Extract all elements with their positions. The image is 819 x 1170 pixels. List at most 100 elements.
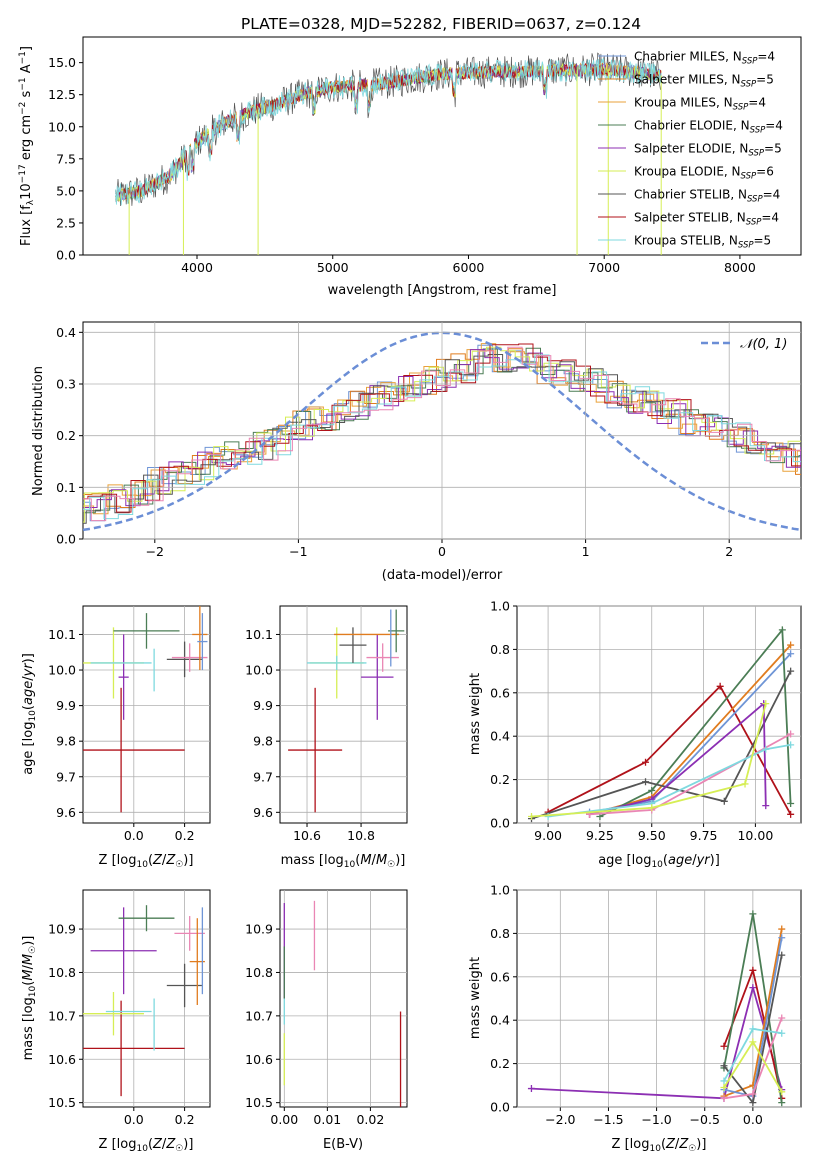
y-tick-label: 10.9 [48, 922, 76, 937]
age-vs-Z-ylabel: age [log10(age/yr)] [21, 653, 38, 775]
y-tick-label: 0.6 [490, 685, 510, 700]
legend-label: Salpeter STELIB, NSSP=4 [634, 211, 779, 228]
spectrum-line [115, 58, 662, 206]
y-tick-label: 0.4 [490, 1013, 510, 1028]
x-tick-label: −1.5 [593, 1112, 623, 1127]
weight-marker [720, 1042, 728, 1050]
y-tick-label: 5.0 [56, 183, 76, 198]
y-tick-label: 0.8 [490, 926, 510, 941]
y-tick-label: 9.9 [56, 698, 76, 713]
weight-line [547, 744, 791, 818]
weight-vs-Z-ylabel: mass weight [468, 957, 483, 1039]
x-tick-label: 0.0 [124, 828, 144, 843]
y-tick-label: 10.1 [245, 627, 273, 642]
weight-marker [778, 934, 786, 942]
residuals-ylabel: Normed distribution [31, 366, 46, 496]
age-vs-Z-panel: 0.0 0.2 9.6 9.7 9.8 9.9 10.0 10.1 Z [log10(Z/Z☉… [21, 605, 211, 870]
weight-line [547, 684, 792, 815]
x-tick-label: 10.00 [737, 828, 773, 843]
y-tick-label: 12.5 [48, 87, 76, 102]
weight-marker [642, 758, 650, 766]
weight-marker [749, 1099, 757, 1107]
y-tick-label: 10.6 [245, 1052, 273, 1067]
x-tick-label: 0 [438, 544, 446, 559]
x-tick-label: −2 [146, 544, 164, 559]
y-tick-label: 9.7 [253, 769, 273, 784]
weight-vs-age-ylabel: mass weight [468, 673, 483, 755]
age-vs-mass-xlabel: mass [log10(M/M☉)] [281, 853, 406, 870]
weight-vs-age-xlabel: age [log10(age/yr)] [598, 853, 720, 870]
y-tick-label: 0.2 [56, 428, 76, 443]
weight-marker [778, 1088, 786, 1096]
spectrum-panel: 4000 5000 6000 7000 8000 0.0 2.5 5.0 7.5 10.0 12.5… [18, 36, 802, 298]
legend-label: Salpeter ELODIE, NSSP=5 [634, 142, 782, 159]
weight-vs-Z-panel: −2.0 −1.5 −1.0 −0.5 0.0 0.0 0.2 0.4 0.6 0.8 1.0 Z … [468, 883, 802, 1154]
weight-line [531, 984, 783, 1100]
legend-label: Kroupa ELODIE, NSSP=6 [634, 165, 774, 182]
y-tick-label: 9.7 [56, 769, 76, 784]
weight-marker [749, 966, 757, 974]
y-tick-label: 10.0 [48, 663, 76, 678]
mass-vs-ebv-panel: 0.00 0.01 0.02 10.5 10.6 10.7 10.8 10.9 E(B-V) [245, 889, 408, 1152]
y-tick-label: 10.0 [245, 663, 273, 678]
y-tick-label: 0.0 [56, 532, 76, 547]
y-tick-label: 9.8 [56, 734, 76, 749]
residuals-axes: −2 −1 0 1 2 0.0 0.1 0.2 0.3 0.4 [56, 322, 801, 559]
weight-marker [648, 804, 656, 812]
x-tick-label: −0.5 [690, 1112, 720, 1127]
weight-marker [787, 667, 795, 675]
x-tick-label: 9.25 [586, 828, 614, 843]
spectrum-plot-area [115, 52, 662, 255]
y-tick-label: 0.4 [490, 729, 510, 744]
x-tick-label: 0.01 [313, 1112, 341, 1127]
x-tick-label: 0.00 [270, 1112, 298, 1127]
spectrum-legend: Chabrier MILES, NSSP=4 Salpeter MILES, NS… [598, 50, 783, 251]
x-tick-label: −1 [289, 544, 307, 559]
x-tick-label: 10.6 [293, 828, 321, 843]
weight-marker [778, 1014, 786, 1022]
legend-label: Salpeter MILES, NSSP=5 [634, 73, 774, 90]
age-vs-mass-plot-area: 10.6 10.8 9.6 9.7 9.8 9.9 10.0 10.1 [245, 606, 407, 843]
x-tick-label: 0.0 [743, 1112, 763, 1127]
y-tick-label: 10.1 [48, 627, 76, 642]
weight-marker [749, 1038, 757, 1046]
x-tick-label: 0.02 [356, 1112, 384, 1127]
weight-marker [787, 641, 795, 649]
y-tick-label: 10.6 [48, 1052, 76, 1067]
y-tick-label: 0.0 [56, 248, 76, 263]
y-tick-label: 0.4 [56, 325, 76, 340]
weight-marker [787, 810, 795, 818]
weight-marker [749, 910, 757, 918]
weight-marker [762, 802, 770, 810]
weight-marker [749, 1025, 757, 1033]
x-tick-label: 0.0 [124, 1112, 144, 1127]
weight-marker [778, 626, 786, 634]
y-tick-label: 0.3 [56, 377, 76, 392]
y-tick-label: 9.8 [253, 734, 273, 749]
legend-label: Kroupa STELIB, NSSP=5 [634, 234, 771, 251]
x-tick-label: 5000 [317, 260, 349, 275]
weight-marker [778, 1099, 786, 1107]
mass-vs-Z-panel: 0.0 0.2 10.5 10.6 10.7 10.8 10.9 Z [log10(Z/Z☉… [21, 889, 211, 1154]
histogram-step [83, 347, 801, 514]
weight-vs-Z-plot-area: −2.0 −1.5 −1.0 −0.5 0.0 0.0 0.2 0.4 0.6 0.8 1.0 [490, 883, 801, 1127]
spectrum-xlabel: wavelength [Angstrom, rest frame] [328, 283, 557, 298]
age-vs-Z-plot-area: 0.0 0.2 9.6 9.7 9.8 9.9 10.0 10.1 [48, 606, 210, 843]
x-tick-label: 9.00 [534, 828, 562, 843]
weight-marker [642, 778, 650, 786]
y-tick-label: 7.5 [56, 151, 76, 166]
y-tick-label: 10.8 [245, 965, 273, 980]
weight-marker [778, 925, 786, 933]
y-tick-label: 9.6 [56, 805, 76, 820]
y-tick-label: 0.1 [56, 480, 76, 495]
y-tick-label: 0.8 [490, 642, 510, 657]
y-tick-label: 1.0 [490, 599, 510, 614]
y-tick-label: 10.5 [48, 1095, 76, 1110]
y-tick-label: 15.0 [48, 55, 76, 70]
residuals-legend: 𝒩(0, 1) [701, 337, 787, 352]
x-tick-label: 6000 [453, 260, 485, 275]
y-tick-label: 1.0 [490, 883, 510, 898]
mass-vs-Z-xlabel: Z [log10(Z/Z☉)] [99, 1137, 194, 1154]
y-tick-label: 10.8 [48, 965, 76, 980]
